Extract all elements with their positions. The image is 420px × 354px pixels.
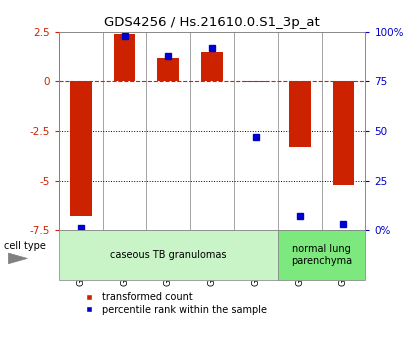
- Bar: [201, 52, 223, 81]
- Bar: [70, 81, 92, 216]
- Bar: [333, 81, 354, 184]
- Text: normal lung
parenchyma: normal lung parenchyma: [291, 244, 352, 266]
- Text: caseous TB granulomas: caseous TB granulomas: [110, 250, 226, 260]
- Text: cell type: cell type: [4, 241, 46, 251]
- Bar: [289, 81, 311, 147]
- Legend: transformed count, percentile rank within the sample: transformed count, percentile rank withi…: [76, 288, 270, 319]
- Bar: [113, 34, 135, 81]
- Bar: [158, 58, 179, 81]
- Title: GDS4256 / Hs.21610.0.S1_3p_at: GDS4256 / Hs.21610.0.S1_3p_at: [104, 16, 320, 29]
- Bar: [245, 81, 267, 82]
